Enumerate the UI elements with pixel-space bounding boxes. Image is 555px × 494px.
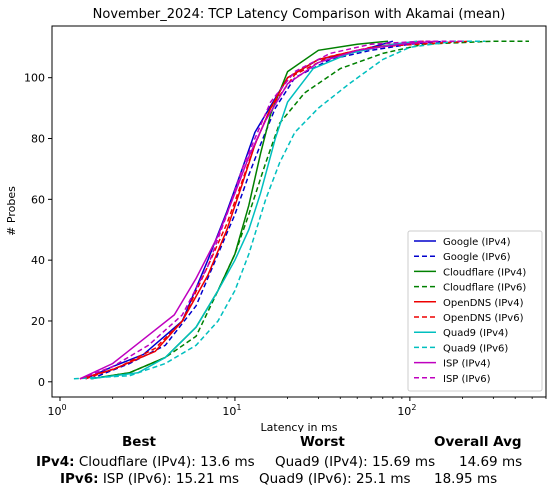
series-line-6 [90, 40, 418, 380]
best-header: Best [122, 434, 156, 450]
x-tick-label: 100 [47, 403, 66, 418]
series-line-7 [73, 40, 486, 380]
legend-label: Quad9 (IPv4) [443, 328, 508, 339]
worst-header: Worst [300, 434, 345, 450]
y-tick-label: 60 [31, 193, 45, 206]
legend-label: OpenDNS (IPv4) [443, 298, 524, 309]
series-line-5 [85, 40, 470, 380]
legend-label: ISP (IPv4) [443, 359, 491, 370]
chart-title: November_2024: TCP Latency Comparison wi… [93, 7, 506, 22]
series-line-9 [79, 40, 463, 380]
x-axis-label: Latency in ms [261, 421, 338, 432]
y-tick-label: 20 [31, 315, 45, 328]
ipv6-avg: 18.95 ms [434, 471, 498, 487]
ipv6-best: ISP (IPv6): 15.21 ms [102, 471, 240, 487]
y-tick-label: 80 [31, 133, 45, 146]
legend-label: Cloudflare (IPv4) [443, 267, 526, 278]
ipv4-avg: 14.69 ms [459, 454, 523, 470]
legend-label: Quad9 (IPv6) [443, 343, 508, 354]
series-line-3 [90, 40, 529, 380]
legend-box [407, 230, 543, 392]
y-axis-label: # Probes [5, 186, 18, 236]
ipv6-row: IPv6: ISP (IPv6): 15.21 ms [60, 471, 240, 487]
ipv4-row: IPv4: Cloudflare (IPv4): 13.6 ms [36, 454, 255, 470]
x-tick-label: 102 [397, 403, 416, 418]
series-line-8 [79, 40, 436, 380]
ipv4-worst: Quad9 (IPv4): 15.69 ms [275, 454, 436, 470]
series-line-1 [90, 40, 446, 380]
legend-label: Google (IPv4) [443, 237, 511, 248]
ipv4-label: IPv4 [36, 454, 70, 470]
legend-label: Cloudflare (IPv6) [443, 283, 526, 294]
y-tick-label: 0 [38, 376, 45, 389]
overall-avg-header: Overall Avg [434, 434, 522, 450]
ipv6-label: IPv6 [60, 471, 94, 487]
x-tick-label: 101 [222, 403, 241, 418]
latency-chart: November_2024: TCP Latency Comparison wi… [5, 7, 547, 432]
legend-label: ISP (IPv6) [443, 374, 491, 385]
legend-label: OpenDNS (IPv6) [443, 313, 524, 324]
legend: Google (IPv4) Google (IPv6) Cloudflare (IP… [407, 230, 543, 392]
y-tick-label: 100 [24, 72, 45, 85]
y-tick-label: 40 [31, 254, 45, 267]
legend-label: Google (IPv6) [443, 252, 511, 263]
ipv4-best: Cloudflare (IPv4): 13.6 ms [78, 454, 255, 470]
ipv6-worst: Quad9 (IPv6): 25.1 ms [259, 471, 411, 487]
summary-stats: Best Worst Overall Avg IPv4: Cloudflare … [0, 432, 555, 494]
